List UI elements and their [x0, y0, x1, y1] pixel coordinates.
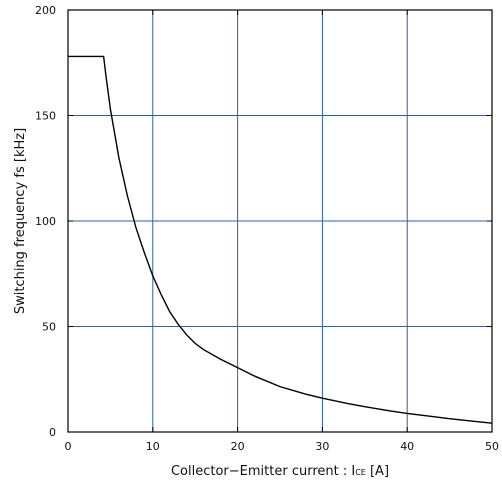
y-tick-label: 100 — [35, 215, 56, 228]
grid — [68, 10, 492, 432]
axis-ticks — [67, 9, 493, 433]
y-tick-labels: 0 50 100 150 200 — [35, 4, 56, 439]
x-tick-label: 0 — [65, 440, 72, 453]
y-tick-label: 150 — [35, 110, 56, 123]
x-tick-label: 10 — [146, 440, 160, 453]
x-tick-labels: 0 10 20 30 40 50 — [65, 440, 500, 453]
y-axis-label: Switching frequency fs [kHz] — [13, 128, 28, 314]
x-tick-label: 20 — [231, 440, 245, 453]
x-tick-label: 50 — [485, 440, 499, 453]
series-line — [68, 55, 493, 424]
y-tick-label: 200 — [35, 4, 56, 17]
y-tick-label: 0 — [49, 426, 56, 439]
x-tick-label: 30 — [315, 440, 329, 453]
x-tick-label: 40 — [400, 440, 414, 453]
y-tick-label: 50 — [42, 321, 56, 334]
x-axis-label: Collector−Emitter current : ICE [A] — [171, 464, 389, 479]
